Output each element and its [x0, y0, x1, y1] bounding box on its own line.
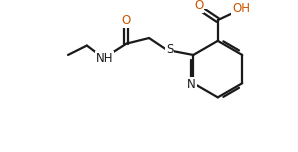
Text: NH: NH	[96, 52, 114, 65]
Text: O: O	[122, 14, 131, 27]
Text: O: O	[194, 0, 204, 12]
Text: S: S	[166, 43, 173, 56]
Text: OH: OH	[232, 2, 250, 15]
Text: N: N	[187, 78, 196, 91]
